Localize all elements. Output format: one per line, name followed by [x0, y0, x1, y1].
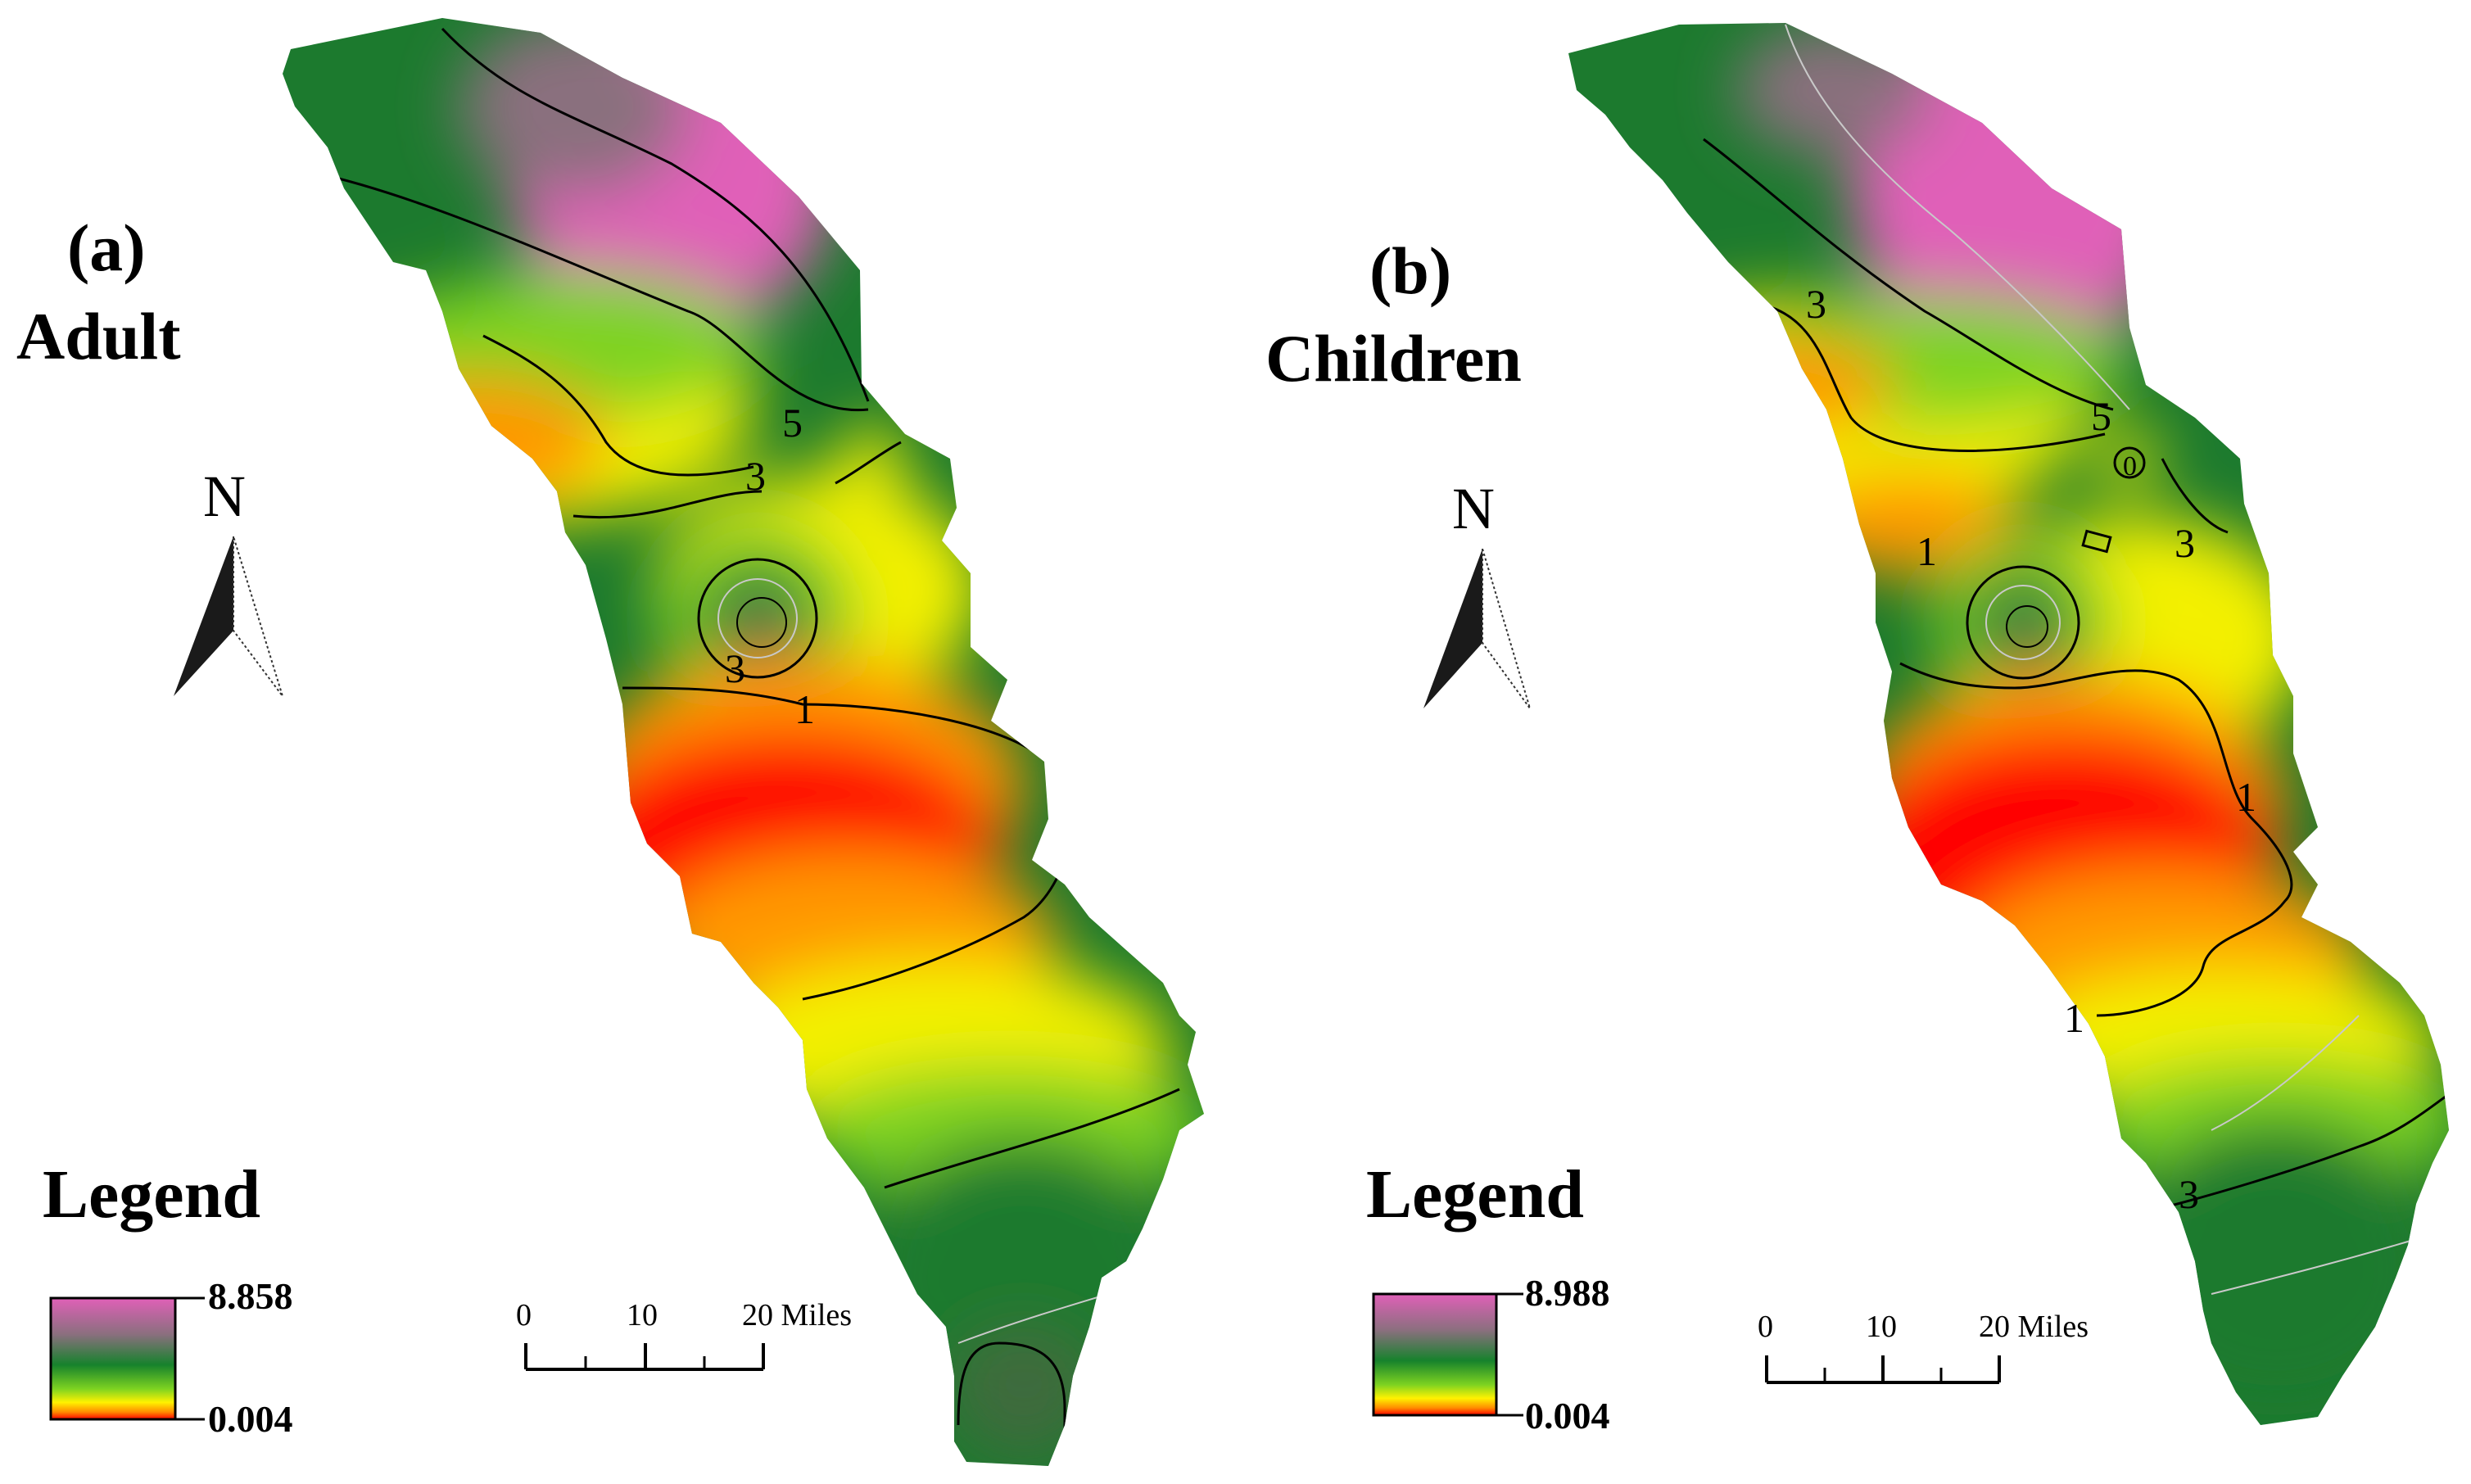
scale-tick-label: 20 Miles: [1979, 1310, 2089, 1344]
interpolation-surface-children: [1568, 23, 2449, 1425]
contour-label: 3: [2175, 520, 2195, 566]
contour-label: 1: [2236, 774, 2256, 820]
contour-label: 3: [745, 453, 766, 499]
contour-label: 3: [725, 645, 745, 691]
north-arrow-icon: N: [1423, 476, 1531, 709]
north-label: N: [203, 464, 246, 529]
legend-title: Legend: [1366, 1156, 1584, 1233]
contour-label: 1: [2064, 995, 2084, 1041]
panel-label-a: (a): [67, 210, 146, 285]
contour-label: 5: [2091, 393, 2111, 439]
north-label: N: [1452, 476, 1495, 541]
legend-title: Legend: [43, 1156, 260, 1233]
legend-min: 0.004: [1525, 1395, 1610, 1436]
contour-label: 3: [1806, 281, 1826, 327]
panel-children: (b) Children 3 5 0 3 1 1 1 3 N Legend 8.…: [1265, 23, 2449, 1436]
contour-label: 1: [1917, 528, 1937, 574]
panel-label-b: (b): [1369, 233, 1451, 308]
legend-color-ramp: [49, 1296, 177, 1421]
scale-tick-label: 0: [516, 1298, 532, 1332]
panel-group-adult: Adult: [16, 299, 181, 373]
panel-adult: (a) Adult 5 3 3 1 N Legend 8.858 0.004 0…: [16, 18, 1204, 1466]
contour-label: 3: [2179, 1171, 2199, 1217]
scale-tick-label: 10: [627, 1298, 658, 1332]
contour-label: 1: [794, 686, 815, 732]
panel-group-children: Children: [1265, 321, 1522, 396]
scale-tick-label: 10: [1866, 1310, 1897, 1344]
contour-label: 5: [782, 400, 803, 446]
scale-tick-label: 20 Miles: [742, 1298, 852, 1332]
north-arrow-icon: N: [174, 464, 283, 697]
legend-max: 8.858: [208, 1275, 293, 1317]
scale-bar-children: 0 10 20 Miles: [1758, 1310, 2089, 1384]
legend-adult: Legend 8.858 0.004: [43, 1156, 293, 1440]
legend-max: 8.988: [1525, 1272, 1610, 1314]
legend-children: Legend 8.988 0.004: [1366, 1156, 1610, 1436]
scale-tick-label: 0: [1758, 1310, 1773, 1344]
legend-min: 0.004: [208, 1398, 293, 1440]
contour-label: 0: [2123, 451, 2137, 482]
legend-color-ramp: [1372, 1292, 1498, 1417]
interpolation-surface-adult: [283, 18, 1204, 1466]
scale-bar-adult: 0 10 20 Miles: [516, 1298, 852, 1371]
